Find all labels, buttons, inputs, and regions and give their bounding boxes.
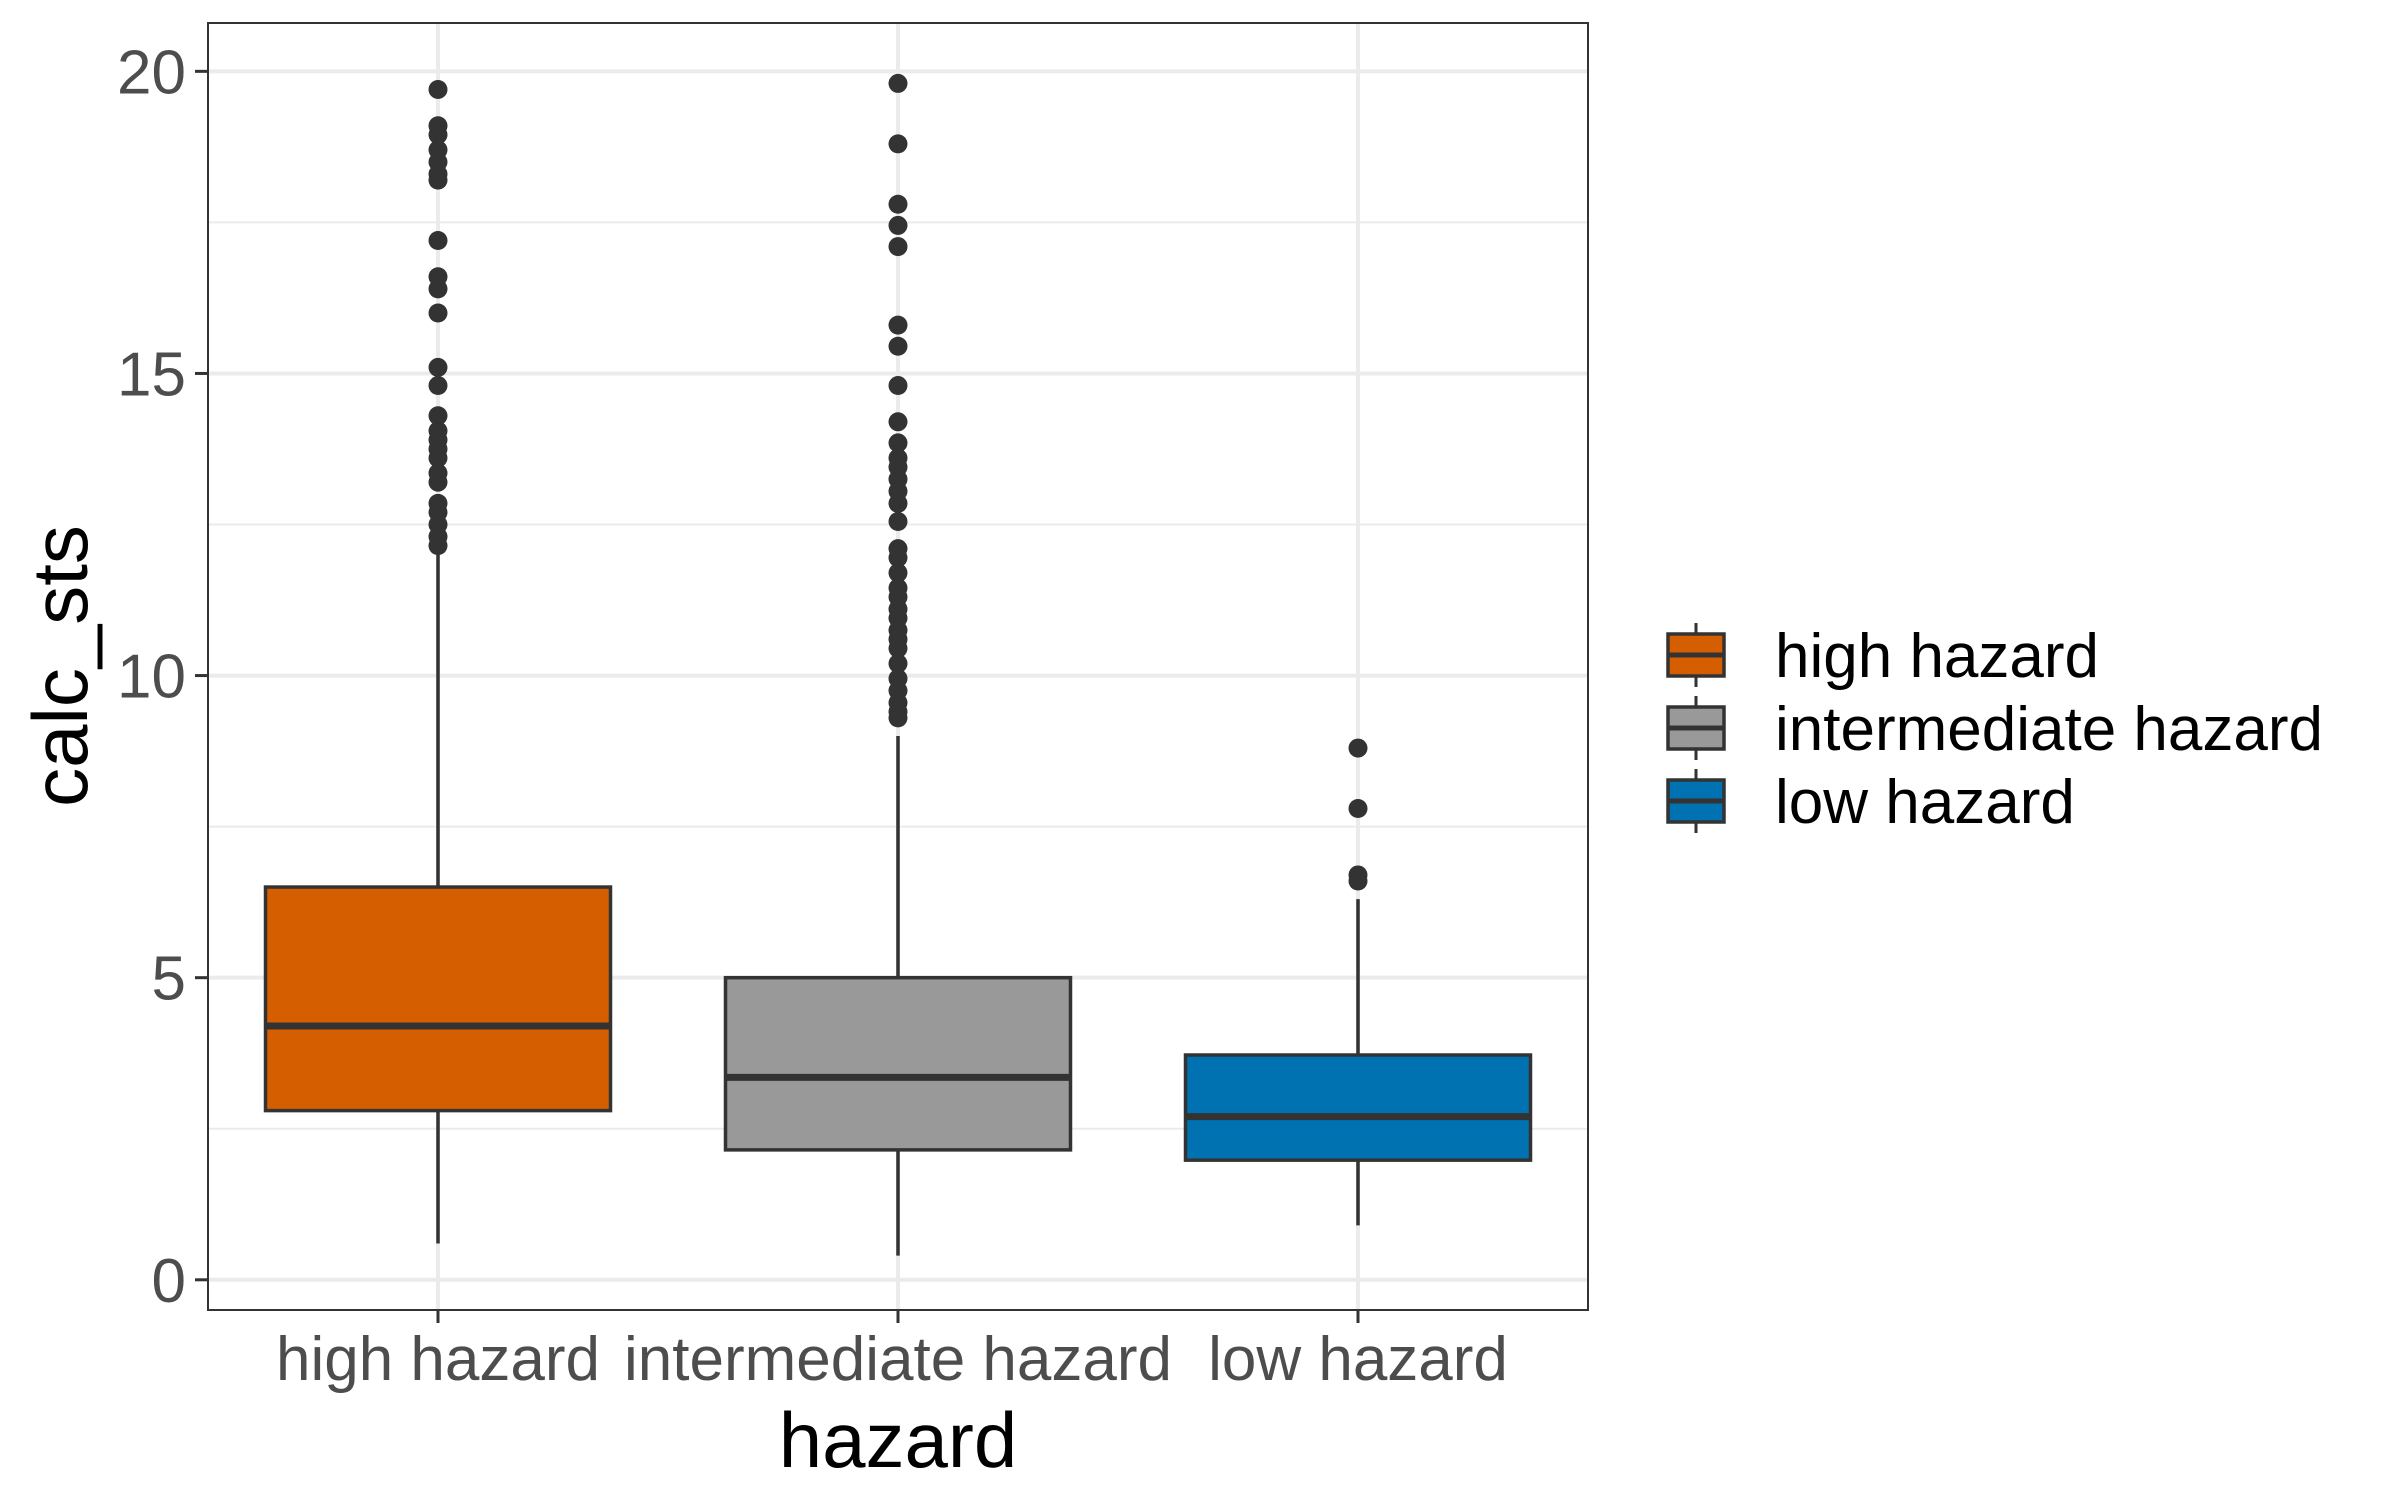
outlier-point	[428, 376, 448, 396]
outlier-point	[888, 412, 908, 432]
outlier-point	[888, 315, 908, 335]
x-tick-label: low hazard	[1208, 1325, 1508, 1394]
outlier-point	[888, 194, 908, 214]
y-tick-label: 20	[117, 38, 186, 107]
outlier-point	[428, 116, 448, 136]
outlier-point	[888, 237, 908, 257]
outlier-point	[888, 73, 908, 93]
y-tick-label: 10	[117, 643, 186, 712]
outlier-point	[1348, 865, 1368, 885]
outlier-point	[428, 357, 448, 377]
outlier-point	[428, 421, 448, 441]
x-axis-title: hazard	[779, 1396, 1018, 1484]
outlier-point	[888, 215, 908, 235]
outlier-point	[888, 448, 908, 468]
outlier-point	[428, 406, 448, 426]
box-high-hazard	[263, 79, 613, 1244]
outlier-point	[888, 563, 908, 583]
outlier-point	[888, 336, 908, 356]
iqr-box	[723, 975, 1073, 1152]
outlier-point	[428, 231, 448, 251]
x-tick-label: high hazard	[276, 1325, 600, 1394]
y-tick-label: 5	[152, 945, 186, 1014]
outlier-point	[428, 267, 448, 287]
outlier-point	[888, 653, 908, 673]
x-tick-label: intermediate hazard	[624, 1325, 1172, 1394]
outlier-point	[888, 134, 908, 154]
outlier-point	[888, 578, 908, 598]
iqr-box	[1183, 1053, 1533, 1162]
outlier-point	[428, 140, 448, 160]
legend-item-high-hazard: high hazard	[1666, 622, 2099, 691]
iqr-box	[263, 885, 613, 1113]
y-tick-label: 15	[117, 340, 186, 409]
y-axis-title: calc_sts	[16, 525, 104, 807]
y-tick-label: 0	[152, 1247, 186, 1316]
outlier-point	[428, 303, 448, 323]
outlier-point	[428, 463, 448, 483]
outlier-point	[428, 79, 448, 99]
legend-item-intermediate-hazard: intermediate hazard	[1666, 695, 2323, 764]
box-low-hazard	[1183, 738, 1533, 1226]
outlier-point	[888, 433, 908, 453]
legend-label: low hazard	[1775, 768, 2075, 837]
legend-item-low-hazard: low hazard	[1666, 768, 2075, 837]
outlier-point	[1348, 738, 1368, 758]
boxes	[263, 73, 1533, 1256]
legend-label: high hazard	[1775, 622, 2099, 691]
outlier-point	[888, 669, 908, 689]
legend-label: intermediate hazard	[1775, 695, 2323, 764]
axes: 0 5 10 15 20 high hazard intermediate hazard lo…	[117, 38, 1508, 1394]
outlier-point	[888, 539, 908, 559]
outlier-point	[888, 376, 908, 396]
outlier-point	[888, 511, 908, 531]
outlier-point	[428, 493, 448, 513]
outlier-point	[1348, 798, 1368, 818]
box-intermediate-hazard	[723, 73, 1073, 1256]
